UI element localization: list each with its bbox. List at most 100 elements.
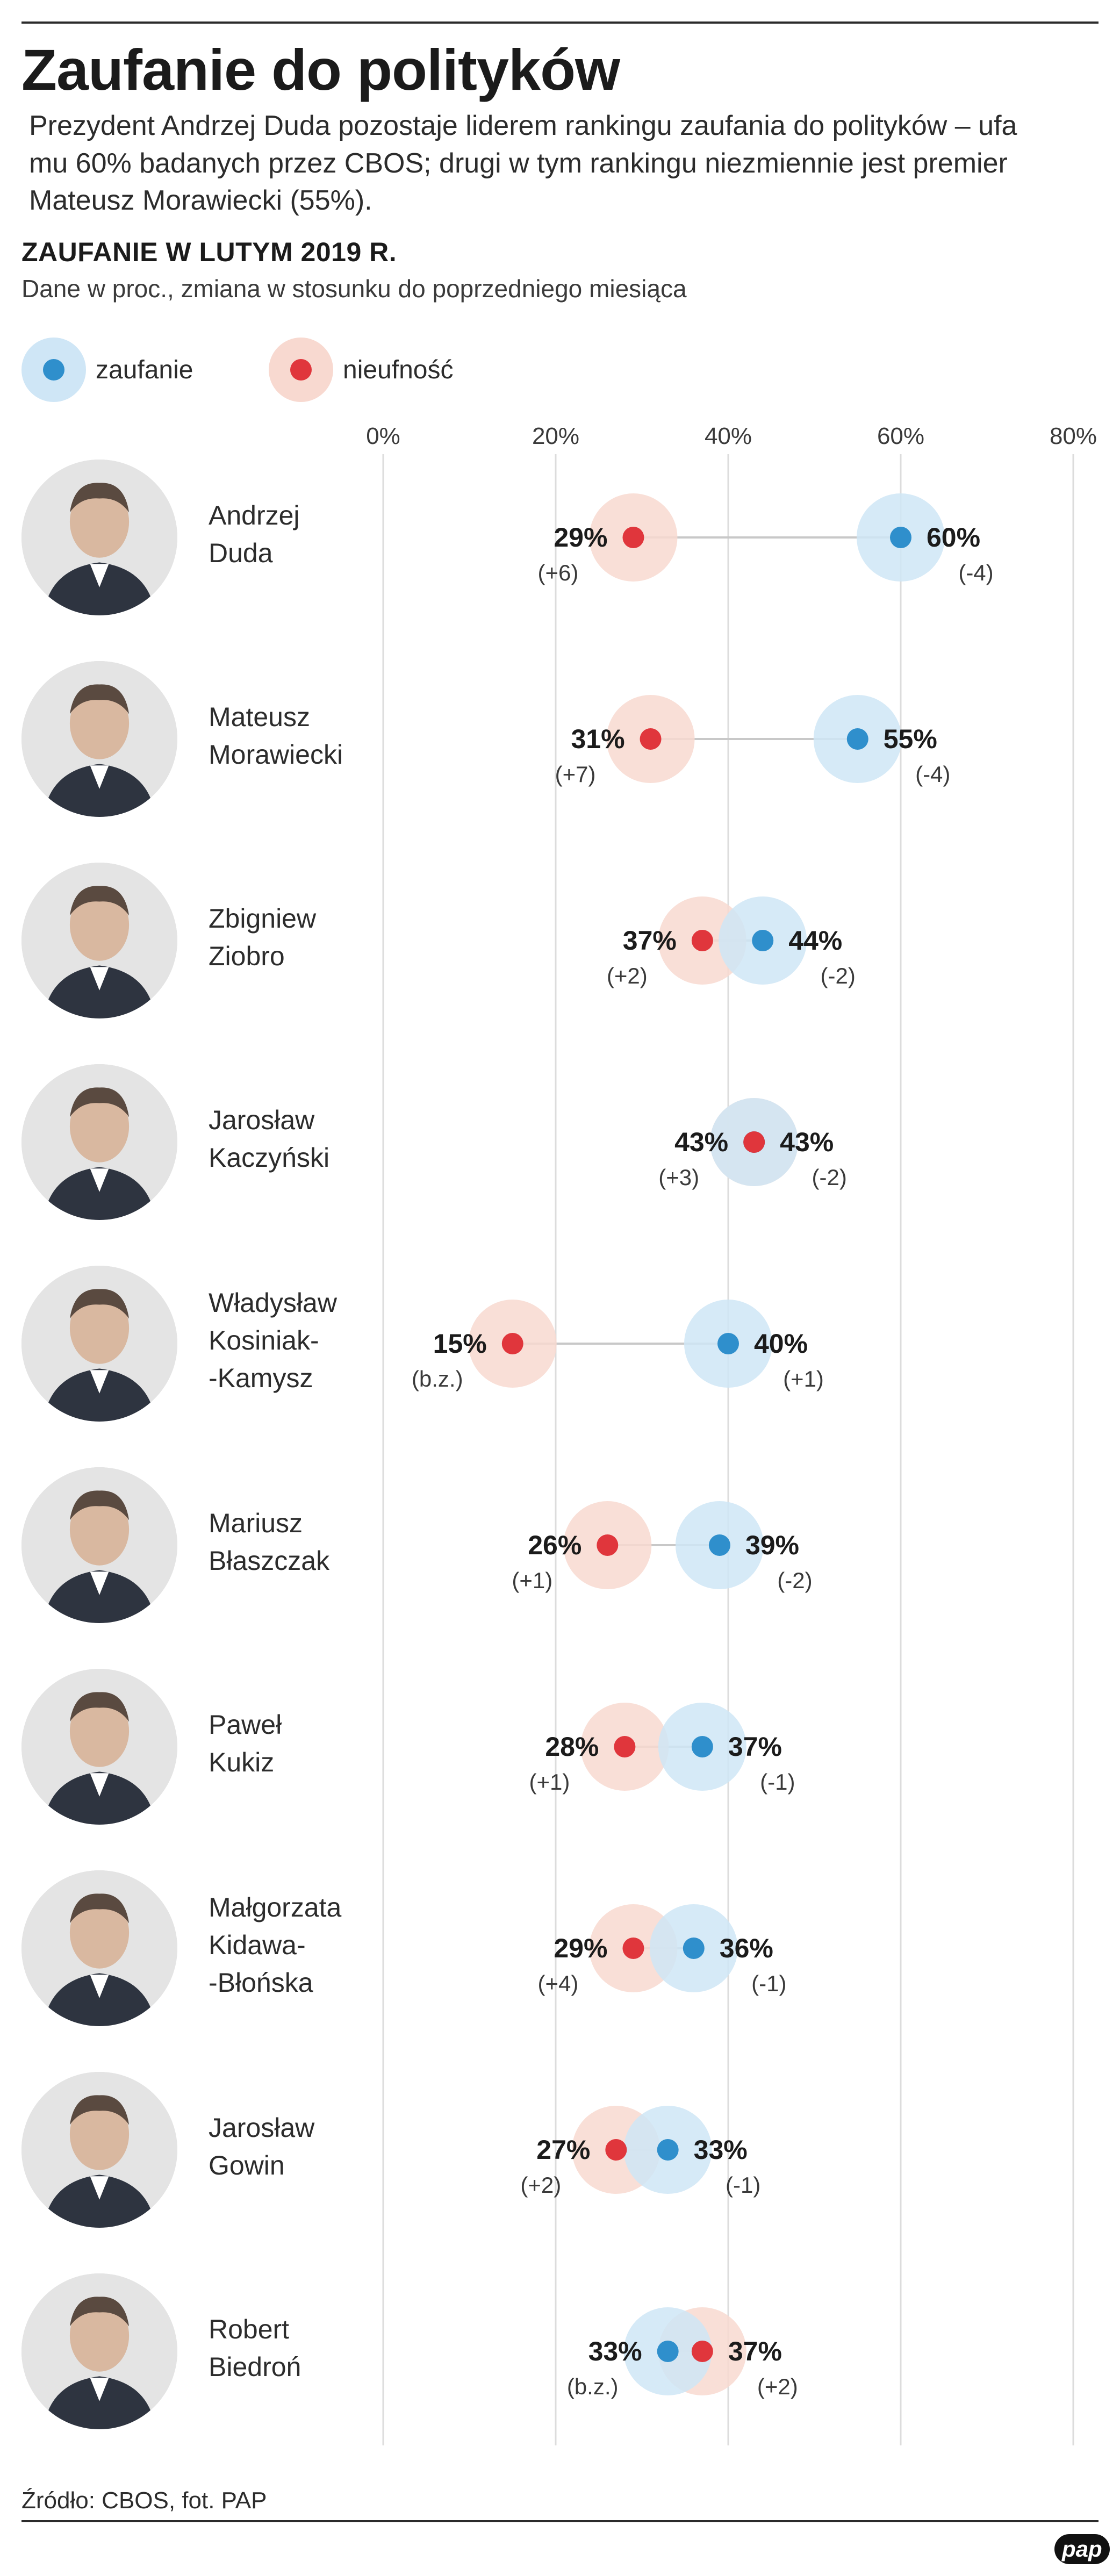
person-photo-icon <box>21 1266 177 1422</box>
trust-change-label: (-4) <box>958 560 993 585</box>
portrait-photo <box>21 1266 177 1422</box>
pap-logo: pap <box>1054 2534 1110 2564</box>
distrust-value-label: 15% <box>433 1329 487 1359</box>
trust-value-label: 33% <box>694 2135 748 2165</box>
trust-value-label: 40% <box>754 1329 808 1359</box>
trust-dot <box>846 728 868 750</box>
x-tick-label: 40% <box>705 423 752 449</box>
distrust-value-label: 37% <box>623 925 677 956</box>
distrust-dot <box>622 527 644 548</box>
distrust-dot <box>743 1131 765 1153</box>
politician-name: Jarosław Gowin <box>209 2113 315 2180</box>
distrust-value-label: 29% <box>554 522 607 552</box>
distrust-dot <box>640 728 662 750</box>
distrust-dot <box>691 2341 713 2362</box>
trust-change-label: (+1) <box>783 1366 824 1391</box>
trust-value-label: 43% <box>780 1127 834 1157</box>
politician-name: Władysław Kosiniak- -Kamysz <box>209 1288 337 1393</box>
distrust-value-label: 29% <box>554 1933 607 1963</box>
trust-value-label: 55% <box>884 724 937 754</box>
person-photo-icon <box>21 863 177 1018</box>
person-photo-icon <box>21 2273 177 2429</box>
portrait-photo <box>21 2072 177 2228</box>
x-tick-label: 60% <box>877 423 924 449</box>
x-tick-label: 80% <box>1050 423 1097 449</box>
person-photo-icon <box>21 1467 177 1623</box>
distrust-value-label: 43% <box>674 1127 728 1157</box>
source-note: Źródło: CBOS, fot. PAP <box>21 2487 267 2514</box>
person-photo-icon <box>21 661 177 817</box>
distrust-value-label: 37% <box>728 2336 782 2366</box>
trust-value-label: 37% <box>728 1732 782 1762</box>
distrust-change-label: (+2) <box>757 2374 798 2399</box>
bottom-rule <box>21 2520 1099 2522</box>
distrust-dot <box>691 930 713 951</box>
distrust-dot <box>605 2139 627 2161</box>
top-rule <box>21 21 1099 24</box>
chart-note: Dane w proc., zmiana w stosunku do poprz… <box>21 275 687 303</box>
distrust-dot <box>597 1534 619 1556</box>
portrait-photo <box>21 2273 177 2429</box>
trust-value-label: 33% <box>588 2336 642 2366</box>
distrust-value-label: 26% <box>528 1530 581 1560</box>
portrait-photo <box>21 1669 177 1825</box>
distrust-change-label: (+6) <box>538 560 579 585</box>
distrust-value-label: 28% <box>545 1732 599 1762</box>
trust-value-label: 44% <box>788 925 842 956</box>
trust-change-label: (-2) <box>812 1165 846 1190</box>
distrust-change-label: (+1) <box>529 1769 570 1795</box>
politician-name: Zbigniew Ziobro <box>209 903 317 971</box>
portrait-photo <box>21 863 177 1018</box>
trust-dot <box>717 1333 739 1354</box>
trust-dot <box>708 1534 730 1556</box>
person-photo-icon <box>21 2072 177 2228</box>
trust-dot <box>691 1736 713 1757</box>
trust-change-label: (-4) <box>915 762 950 787</box>
trust-dot <box>657 2341 679 2362</box>
politician-name: Małgorzata Kidawa- -Błońska <box>209 1892 342 1998</box>
trust-dot <box>683 1938 705 1959</box>
distrust-dot <box>622 1938 644 1959</box>
distrust-change-label: (+4) <box>538 1971 579 1996</box>
distrust-dot <box>614 1736 636 1757</box>
politician-name: Andrzej Duda <box>209 500 300 568</box>
distrust-value-label: 31% <box>571 724 624 754</box>
person-photo-icon <box>21 1870 177 2026</box>
distrust-change-label: (+2) <box>520 2172 561 2198</box>
politician-name: Jarosław Kaczyński <box>209 1105 330 1173</box>
distrust-value-label: 27% <box>536 2135 590 2165</box>
page-title: Zaufanie do polityków <box>21 37 620 102</box>
person-photo-icon <box>21 460 177 615</box>
chart-subheading: ZAUFANIE W LUTYM 2019 R. <box>21 237 397 267</box>
portrait-photo <box>21 661 177 817</box>
distrust-change-label: (+7) <box>555 762 596 787</box>
portrait-photo <box>21 460 177 615</box>
trust-change-label: (-1) <box>726 2172 760 2198</box>
trust-dot <box>657 2139 679 2161</box>
trust-value-label: 36% <box>720 1933 773 1963</box>
politician-name: Robert Biedroń <box>209 2314 301 2382</box>
person-photo-icon <box>21 1669 177 1825</box>
trust-dot-icon <box>21 338 86 402</box>
politician-name: Paweł Kukiz <box>209 1710 282 1777</box>
distrust-change-label: (+2) <box>607 963 648 988</box>
distrust-change-label: (+3) <box>658 1165 699 1190</box>
intro-text: Prezydent Andrzej Duda pozostaje liderem… <box>29 110 1017 217</box>
politician-name: Mariusz Błaszczak <box>209 1508 330 1576</box>
legend-trust: zaufanie <box>21 338 193 402</box>
trust-change-label: (-2) <box>777 1568 812 1593</box>
trust-dot <box>890 527 911 548</box>
portrait-photo <box>21 1870 177 2026</box>
distrust-dot <box>501 1333 523 1354</box>
x-tick-label: 20% <box>532 423 579 449</box>
person-photo-icon <box>21 1064 177 1220</box>
trust-change-label: (-1) <box>751 1971 786 1996</box>
trust-value-label: 39% <box>745 1530 799 1560</box>
trust-value-label: 60% <box>927 522 980 552</box>
legend-distrust: nieufność <box>269 338 453 402</box>
legend-trust-label: zaufanie <box>96 355 193 384</box>
politician-name: Mateusz Morawiecki <box>209 702 343 770</box>
trust-dot <box>752 930 774 951</box>
legend-distrust-label: nieufność <box>343 355 454 384</box>
